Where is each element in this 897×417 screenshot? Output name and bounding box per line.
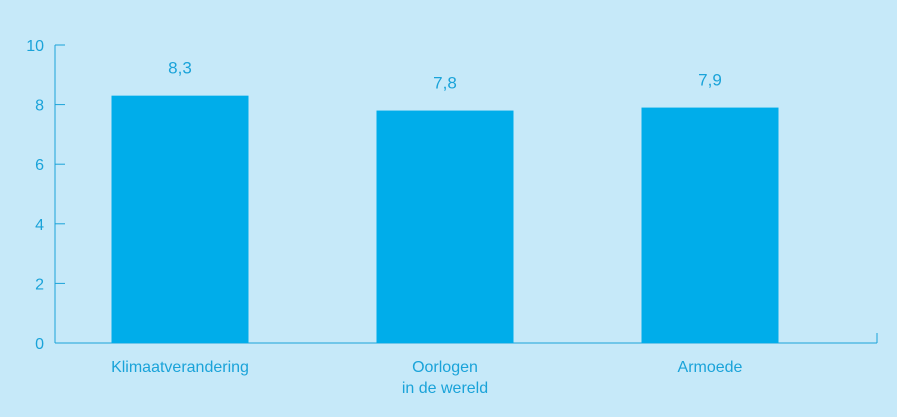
value-label: 7,8 bbox=[433, 74, 457, 93]
y-tick-label: 10 bbox=[26, 38, 44, 55]
y-tick-label: 8 bbox=[35, 98, 44, 115]
y-tick-label: 6 bbox=[35, 157, 44, 174]
bars bbox=[111, 95, 779, 343]
value-label: 7,9 bbox=[698, 71, 722, 90]
value-labels: 8,3 7,8 7,9 bbox=[168, 59, 722, 93]
y-tick-label: 4 bbox=[35, 217, 44, 234]
category-labels: Klimaatverandering Oorlogen in de wereld Ar… bbox=[111, 359, 742, 397]
category-label: Armoede bbox=[678, 359, 743, 376]
value-label: 8,3 bbox=[168, 59, 192, 78]
category-label: Oorlogen bbox=[412, 359, 478, 376]
y-tick-label: 0 bbox=[35, 336, 44, 353]
category-label: Klimaatverandering bbox=[111, 359, 249, 376]
category-label: in de wereld bbox=[402, 380, 488, 397]
bar bbox=[111, 95, 249, 343]
bar bbox=[641, 107, 779, 343]
bar bbox=[376, 110, 514, 343]
y-tick-label: 2 bbox=[35, 276, 44, 293]
y-axis: 0 2 4 6 8 10 bbox=[26, 38, 65, 353]
